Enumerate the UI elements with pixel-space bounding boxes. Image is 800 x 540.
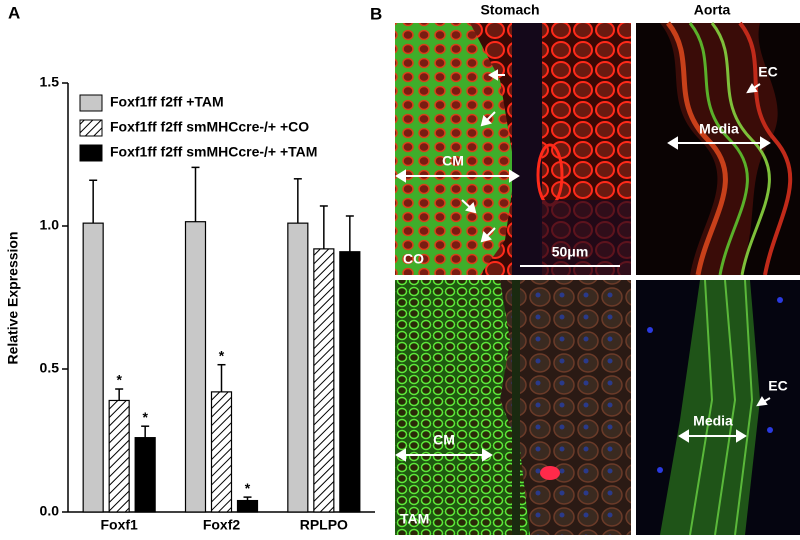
scale-bar-label: 50μm (552, 244, 589, 260)
bar (108, 399, 130, 513)
row-label: TAM (400, 511, 429, 527)
row-label: CO (403, 251, 424, 267)
annotation: EC (768, 378, 787, 394)
annotation: CM (433, 432, 455, 448)
micrograph (395, 280, 631, 535)
legend-label: Foxf1ff f2ff +TAM (110, 94, 224, 110)
bar (184, 221, 207, 513)
legend-label: Foxf1ff f2ff smMHCcre-/+ +TAM (110, 144, 317, 160)
legend-label: Foxf1ff f2ff smMHCcre-/+ +CO (110, 119, 309, 135)
legend-swatch (79, 144, 103, 162)
panel-label: A (8, 3, 20, 22)
legend-swatch (79, 94, 103, 112)
y-tick-label: 0.5 (40, 360, 60, 376)
y-axis-title: Relative Expression (5, 231, 21, 364)
bar (339, 251, 361, 513)
micrograph (395, 23, 631, 275)
bar (82, 222, 104, 513)
y-tick-label: 0.0 (40, 503, 60, 519)
x-tick-label: Foxf2 (203, 517, 241, 533)
annotation: EC (758, 64, 777, 80)
micrograph (636, 279, 800, 536)
annotation: CM (442, 153, 464, 169)
bar (313, 248, 335, 513)
significance-mark: * (219, 347, 225, 363)
legend-swatch (79, 119, 103, 137)
significance-mark: * (116, 372, 122, 388)
bar (134, 437, 156, 513)
column-title: Aorta (694, 2, 731, 18)
column-title: Stomach (480, 2, 539, 18)
y-tick-label: 1.5 (40, 74, 60, 90)
x-tick-label: RPLPO (300, 517, 348, 533)
significance-mark: * (245, 480, 251, 496)
significance-mark: * (142, 409, 148, 425)
y-tick-label: 1.0 (40, 217, 60, 233)
annotation: Media (693, 413, 733, 429)
x-tick-label: Foxf1 (100, 517, 138, 533)
bar (210, 391, 233, 513)
annotation-labels: CM CM Media Media EC EC 50μm CO TAM (400, 64, 788, 527)
annotation-arrows (395, 69, 771, 462)
bar (236, 499, 259, 513)
bar (287, 222, 309, 513)
bar-chart: 0.0 0.5 1.0 1.5 Foxf1ff f2ff +TAM * * Foxf1ff f… (40, 74, 375, 533)
micrograph (636, 21, 800, 276)
annotation: Media (699, 121, 739, 137)
panel-label: B (370, 4, 382, 23)
